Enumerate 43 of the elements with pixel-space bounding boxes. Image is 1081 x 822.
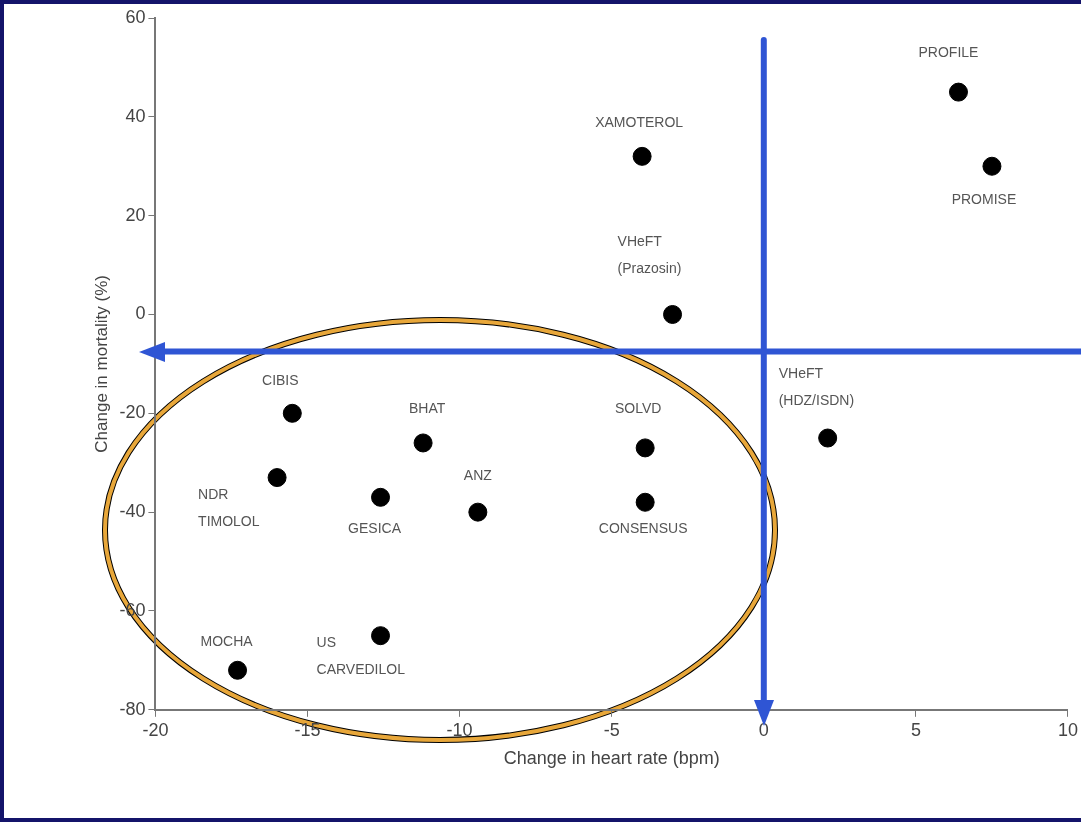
point [371, 626, 391, 646]
point [635, 492, 655, 512]
annotation: PROFILE [918, 43, 979, 60]
point [282, 403, 302, 423]
point [468, 502, 488, 522]
annotation: SOLVD [614, 399, 662, 416]
y-tick-label: 60 [125, 6, 146, 27]
annotation: ANZ [463, 467, 493, 483]
annotation: VHeFT (HDZ/ISDN) [778, 364, 855, 408]
annotation: GESICA [348, 520, 402, 537]
point [948, 82, 968, 102]
annotation: XAMOTEROL [595, 114, 684, 131]
x-tick-label: -20 [142, 719, 169, 740]
x-tick-label: 5 [910, 719, 921, 740]
annotation: MOCHA [200, 633, 254, 650]
y-tick-label: -80 [119, 698, 146, 719]
x-tick-label: 0 [758, 719, 769, 740]
annotation: CONSENSUS [598, 520, 688, 537]
point [267, 468, 287, 488]
x-tick-label: -5 [603, 719, 620, 740]
y-tick-label: 20 [125, 204, 146, 225]
annotation: NDR TIMOLOL [198, 486, 260, 530]
point [632, 146, 652, 166]
x-axis-title: Change in heart rate (bpm) [503, 748, 720, 769]
y-tick-label: -20 [119, 402, 146, 423]
annotation: VHeFT (Prazosin) [617, 233, 682, 277]
point [413, 433, 433, 453]
point [371, 487, 391, 507]
point [663, 304, 683, 324]
annotation: US CARVEDILOL [316, 633, 406, 677]
annotation: BHAT [408, 399, 446, 416]
y-axis-title: Change in mortality (%) [91, 275, 111, 453]
point [228, 660, 248, 680]
x-tick-label: -10 [446, 719, 473, 740]
annotation: PROMISE [951, 191, 1017, 208]
y-tick-label: -40 [119, 501, 146, 522]
annotation: CIBIS [262, 372, 299, 389]
point [982, 156, 1002, 176]
y-tick-label: 0 [135, 303, 146, 324]
y-tick-label: 40 [125, 105, 146, 126]
point [818, 428, 838, 448]
x-tick-label: 10 [1057, 719, 1078, 740]
point [635, 438, 655, 458]
